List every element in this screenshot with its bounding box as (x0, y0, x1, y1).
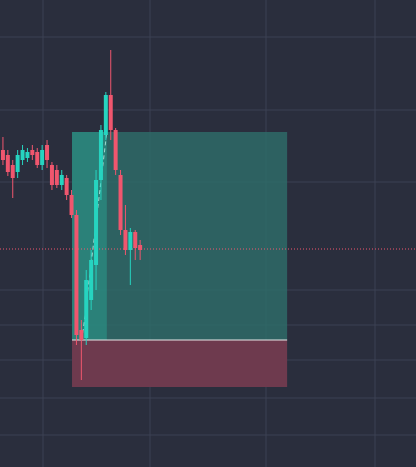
candle-body (5, 155, 10, 172)
candle-body (89, 260, 94, 300)
candle-body (35, 152, 40, 165)
candle-body (133, 232, 138, 248)
candle-body (108, 95, 113, 130)
candle-body (40, 150, 45, 165)
candle-body (0, 150, 5, 160)
candle-body (138, 245, 143, 250)
candle-body (15, 155, 20, 172)
candle-body (98, 130, 103, 180)
candle-body (45, 145, 50, 160)
loss-zone (72, 340, 288, 387)
candle-body (25, 152, 30, 158)
profit-zone (72, 132, 288, 340)
candle-body (118, 175, 123, 230)
candle-body (69, 195, 74, 215)
candle-body (123, 230, 128, 250)
candle-body (30, 150, 35, 155)
candle-body (20, 150, 25, 160)
candle-body (49, 165, 54, 185)
candle-body (10, 165, 15, 178)
candle-body (113, 130, 118, 170)
candle-body (94, 180, 99, 265)
candle-body (64, 178, 69, 195)
candle-body (74, 215, 79, 335)
candle-body (59, 175, 64, 185)
candle-body (54, 170, 59, 185)
candle-body (84, 280, 89, 338)
candle-body (79, 330, 84, 340)
candle-body (103, 95, 108, 135)
candle-body (128, 232, 133, 250)
